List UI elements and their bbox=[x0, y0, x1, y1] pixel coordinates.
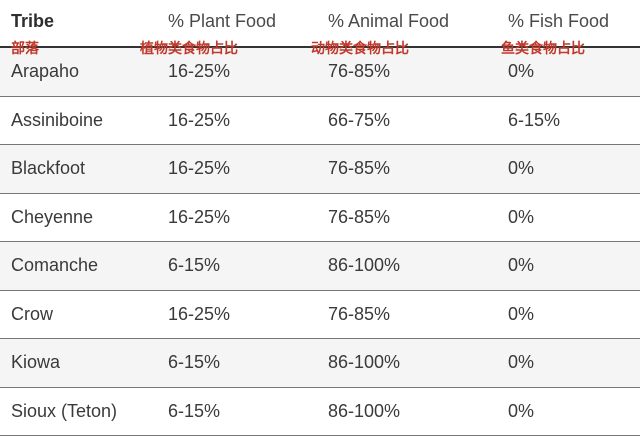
table-row: Crow 16-25% 76-85% 0% bbox=[0, 291, 640, 340]
header-tribe: Tribe bbox=[11, 10, 54, 32]
table-row: Cheyenne 16-25% 76-85% 0% bbox=[0, 194, 640, 243]
table-row: Comanche 6-15% 86-100% 0% bbox=[0, 242, 640, 291]
cell-fish-food: 6-15% bbox=[508, 97, 560, 145]
header-animal-food: % Animal Food bbox=[328, 10, 449, 32]
cell-plant-food: 16-25% bbox=[168, 291, 230, 339]
annotation-animal-zh: 动物类食物占比 bbox=[311, 40, 409, 58]
table-row: Kiowa 6-15% 86-100% 0% bbox=[0, 339, 640, 388]
cell-tribe: Crow bbox=[11, 291, 53, 339]
annotation-tribe-zh: 部落 bbox=[11, 40, 39, 58]
cell-plant-food: 6-15% bbox=[168, 242, 220, 290]
cell-animal-food: 76-85% bbox=[328, 145, 390, 193]
cell-tribe: Kiowa bbox=[11, 339, 60, 387]
header-fish-food: % Fish Food bbox=[508, 10, 609, 32]
cell-animal-food: 76-85% bbox=[328, 291, 390, 339]
annotation-plant-zh: 植物类食物占比 bbox=[140, 40, 238, 58]
cell-animal-food: 86-100% bbox=[328, 339, 400, 387]
cell-fish-food: 0% bbox=[508, 339, 534, 387]
table-row: Blackfoot 16-25% 76-85% 0% bbox=[0, 145, 640, 194]
cell-fish-food: 0% bbox=[508, 291, 534, 339]
cell-animal-food: 66-75% bbox=[328, 97, 390, 145]
cell-fish-food: 0% bbox=[508, 145, 534, 193]
cell-fish-food: 0% bbox=[508, 194, 534, 242]
cell-tribe: Cheyenne bbox=[11, 194, 93, 242]
cell-animal-food: 76-85% bbox=[328, 194, 390, 242]
cell-fish-food: 0% bbox=[508, 242, 534, 290]
table-row: Assiniboine 16-25% 66-75% 6-15% bbox=[0, 97, 640, 146]
annotation-fish-zh: 鱼类食物占比 bbox=[501, 40, 585, 58]
cell-plant-food: 6-15% bbox=[168, 339, 220, 387]
table-row: Sioux (Teton)6-15%86-100%0% bbox=[0, 388, 640, 436]
cell-plant-food: 16-25% bbox=[168, 194, 230, 242]
cell-plant-food: 16-25% bbox=[168, 145, 230, 193]
cell-plant-food: 16-25% bbox=[168, 97, 230, 145]
cell-animal-food: 86-100% bbox=[328, 242, 400, 290]
header-plant-food: % Plant Food bbox=[168, 10, 276, 32]
cell-tribe: Blackfoot bbox=[11, 145, 85, 193]
cell-tribe: Assiniboine bbox=[11, 97, 103, 145]
cell-tribe: Comanche bbox=[11, 242, 98, 290]
